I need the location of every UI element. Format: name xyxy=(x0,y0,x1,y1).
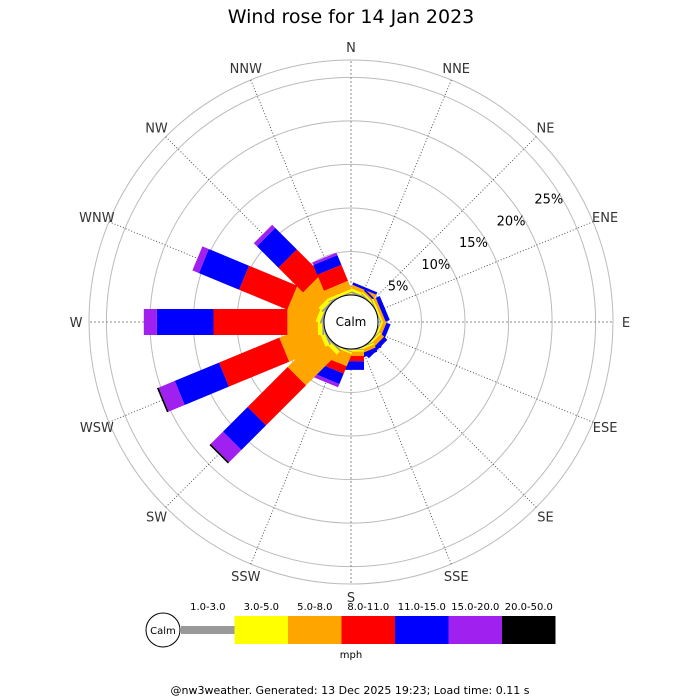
legend-swatch-5 xyxy=(448,616,502,644)
bar-wnw-bin-3 xyxy=(239,265,298,310)
bar-sw-bin-6 xyxy=(209,443,230,464)
bar-nne-bin-4 xyxy=(352,282,378,295)
bar-wnw-bin-5 xyxy=(192,246,209,274)
legend-range-1: 3.0-5.0 xyxy=(244,602,279,613)
legend-swatch-4 xyxy=(395,616,449,644)
direction-label-wnw: WNW xyxy=(79,211,115,226)
bar-nnw-bin-2 xyxy=(324,280,352,299)
legend-range-4: 11.0-15.0 xyxy=(398,602,446,613)
legend-range-5: 15.0-20.0 xyxy=(451,602,499,613)
grid-spoke xyxy=(375,331,594,423)
grid-spoke xyxy=(369,340,537,508)
direction-label-nnw: NNW xyxy=(230,62,262,77)
direction-label-sse: SSE xyxy=(444,570,469,585)
direction-labels: N NNE NE ENE E ESE SE SSE S SSW SW WSW W WNW NW NNW xyxy=(70,41,631,606)
bar-wsw-bin-3 xyxy=(219,337,290,387)
grid-spoke xyxy=(250,346,342,565)
legend-unit: mph xyxy=(340,650,362,661)
grid-ring xyxy=(88,59,614,585)
legend-calm-circle xyxy=(145,612,181,648)
ring-label-15: 15% xyxy=(459,236,488,251)
direction-label-nne: NNE xyxy=(442,62,470,77)
direction-label-wsw: WSW xyxy=(80,421,114,436)
bar-nnw-bin-4 xyxy=(313,255,342,275)
bar-nnw-bin-5 xyxy=(312,252,338,265)
legend-range-6: 20.0-50.0 xyxy=(505,602,553,613)
bar-w-bin-5 xyxy=(143,309,157,335)
calm-label: Calm xyxy=(336,315,367,329)
bar-ene-bin-1 xyxy=(371,298,384,324)
direction-label-ne: NE xyxy=(537,122,555,137)
legend-swatch-3 xyxy=(341,616,395,644)
ring-label-10: 10% xyxy=(421,258,450,273)
direction-label-n: N xyxy=(346,41,356,56)
grid-spoke xyxy=(375,221,594,313)
direction-label-sw: SW xyxy=(146,511,167,526)
direction-label-s: S xyxy=(347,591,355,606)
legend-range-2: 5.0-8.0 xyxy=(297,602,332,613)
bar-wsw-bin-4 xyxy=(174,362,229,405)
legend: Calm mph 1.0-3.0 3.0-5.0 5.0-8.0 8.0-11.0 11… xyxy=(145,602,556,661)
legend-calm-label: Calm xyxy=(150,626,176,637)
grid-spoke xyxy=(360,79,452,298)
bar-nw-bin-3 xyxy=(278,249,322,293)
direction-label-nw: NW xyxy=(145,122,168,137)
legend-swatch-1 xyxy=(234,616,288,644)
bar-nw-bin-5 xyxy=(253,224,276,247)
direction-label-se: SE xyxy=(537,511,553,526)
footer-text: @nw3weather. Generated: 13 Dec 2025 19:2… xyxy=(171,684,530,697)
bar-ssw-bin-5 xyxy=(314,374,340,388)
legend-range-0: 1.0-3.0 xyxy=(190,602,225,613)
bar-wnw-bin-4 xyxy=(198,249,249,290)
ring-label-20: 20% xyxy=(497,215,526,230)
wind-bars xyxy=(143,224,391,464)
calm-center: Calm xyxy=(323,294,379,350)
legend-swatch-2 xyxy=(288,616,342,644)
bar-sw-bin-4 xyxy=(223,407,266,450)
ring-labels: 5% 10% 15% 20% 25% xyxy=(388,193,563,295)
bar-w-bin-3 xyxy=(213,309,288,335)
bar-sw-bin-5 xyxy=(210,431,242,463)
bar-w-bin-4 xyxy=(156,309,214,335)
direction-label-ene: ENE xyxy=(592,211,618,226)
bar-sw-bin-3 xyxy=(247,367,306,426)
legend-range-3: 8.0-11.0 xyxy=(347,602,389,613)
bar-nw-bin-4 xyxy=(256,227,297,268)
bar-ene-bin-4 xyxy=(375,296,390,322)
direction-label-e: E xyxy=(622,316,630,331)
chart-title: Wind rose for 14 Jan 2023 xyxy=(228,6,475,28)
bar-sw-bin-2 xyxy=(287,336,337,386)
bar-nnw-bin-3 xyxy=(317,264,348,291)
legend-swatch-0 xyxy=(181,626,235,634)
bar-ene-bin-2 xyxy=(373,297,386,323)
calm-circle xyxy=(323,294,379,350)
bar-wsw-bin-6 xyxy=(157,387,169,413)
direction-label-ssw: SSW xyxy=(231,570,261,585)
ring-label-25: 25% xyxy=(534,193,563,208)
bar-wsw-bin-5 xyxy=(158,380,185,412)
grid-spoke xyxy=(369,136,537,304)
legend-swatch-6 xyxy=(502,616,556,644)
ring-label-5: 5% xyxy=(388,280,409,295)
direction-label-w: W xyxy=(70,316,83,331)
direction-label-ese: ESE xyxy=(593,421,618,436)
bar-nnw-bin-1 xyxy=(327,288,353,302)
grid-spoke xyxy=(360,346,452,565)
